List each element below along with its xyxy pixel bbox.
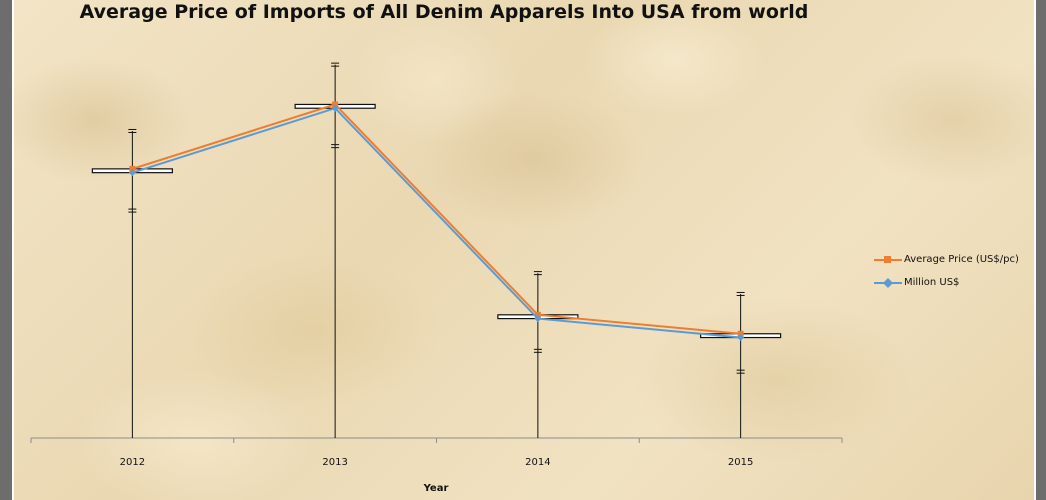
x-tick-label: 2014 bbox=[525, 457, 550, 468]
data-point-average-price bbox=[332, 101, 339, 108]
x-tick-labels: 2012 2013 2014 2015 bbox=[120, 457, 754, 468]
legend-item-million-usd: Million US$ bbox=[874, 271, 1019, 294]
up-down-bars bbox=[91, 103, 782, 339]
legend-swatch-million-usd bbox=[874, 277, 902, 288]
data-point-average-price bbox=[737, 330, 744, 337]
chart-area: Average Price of Imports of All Denim Ap… bbox=[12, 0, 1036, 500]
x-tick-label: 2012 bbox=[120, 457, 145, 468]
legend-label-million-usd: Million US$ bbox=[904, 277, 960, 288]
drop-lines bbox=[131, 64, 742, 438]
error-bars bbox=[128, 62, 745, 374]
data-point-million-usd bbox=[737, 334, 745, 342]
data-point-million-usd bbox=[128, 169, 136, 177]
data-point-million-usd bbox=[534, 315, 542, 323]
x-tick-label: 2015 bbox=[728, 457, 753, 468]
data-point-million-usd bbox=[331, 104, 339, 112]
x-axis bbox=[30, 437, 843, 443]
series-line-average-price bbox=[132, 103, 741, 335]
x-tick-label: 2013 bbox=[322, 457, 347, 468]
plot-area: 2012 2013 2014 2015 Year bbox=[30, 62, 843, 494]
x-axis-label: Year bbox=[423, 483, 449, 494]
legend: Average Price (US$/pc) Million US$ bbox=[874, 248, 1019, 294]
chart-title: Average Price of Imports of All Denim Ap… bbox=[79, 1, 809, 23]
series-lines bbox=[128, 101, 745, 342]
legend-swatch-average-price bbox=[874, 255, 902, 263]
data-point-average-price bbox=[129, 165, 136, 172]
legend-label-average-price: Average Price (US$/pc) bbox=[904, 254, 1019, 265]
legend-item-average-price: Average Price (US$/pc) bbox=[874, 248, 1019, 271]
data-point-average-price bbox=[534, 311, 541, 318]
series-line-million-usd bbox=[132, 107, 741, 339]
